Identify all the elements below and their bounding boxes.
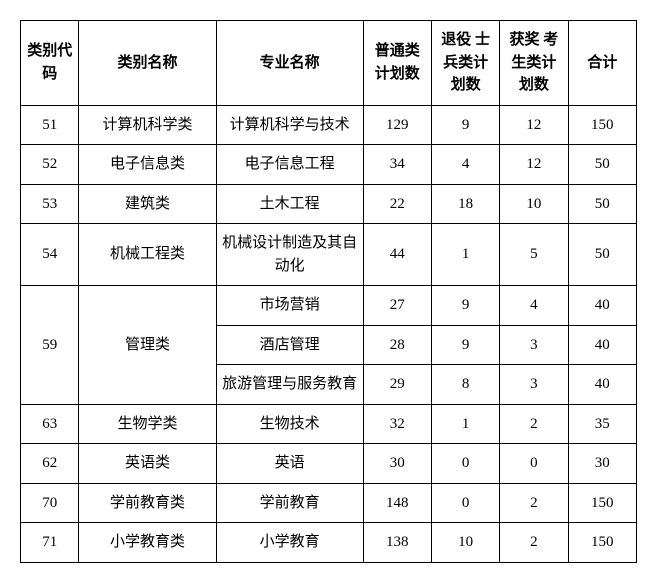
- cell-total: 150: [568, 483, 636, 523]
- cell-catname: 管理类: [79, 286, 216, 405]
- cell-veteran: 0: [431, 483, 499, 523]
- cell-veteran: 9: [431, 286, 499, 326]
- table-row: 62英语类英语300030: [21, 444, 637, 484]
- cell-code: 53: [21, 184, 79, 224]
- cell-major: 酒店管理: [216, 325, 363, 365]
- cell-normal: 34: [363, 145, 431, 185]
- cell-catname: 英语类: [79, 444, 216, 484]
- cell-major: 电子信息工程: [216, 145, 363, 185]
- cell-veteran: 1: [431, 404, 499, 444]
- cell-normal: 32: [363, 404, 431, 444]
- cell-normal: 22: [363, 184, 431, 224]
- table-row: 71小学教育类小学教育138102150: [21, 523, 637, 563]
- cell-total: 40: [568, 325, 636, 365]
- cell-catname: 建筑类: [79, 184, 216, 224]
- cell-code: 62: [21, 444, 79, 484]
- cell-code: 51: [21, 105, 79, 145]
- cell-award: 3: [500, 325, 568, 365]
- header-veteran: 退役 士兵类计划数: [431, 21, 499, 106]
- cell-major: 机械设计制造及其自动化: [216, 224, 363, 286]
- cell-total: 150: [568, 523, 636, 563]
- header-normal: 普通类计划数: [363, 21, 431, 106]
- cell-total: 40: [568, 286, 636, 326]
- enrollment-plan-table: 类别代码 类别名称 专业名称 普通类计划数 退役 士兵类计划数 获奖 考生类计划…: [20, 20, 637, 563]
- cell-total: 50: [568, 224, 636, 286]
- cell-code: 63: [21, 404, 79, 444]
- cell-award: 12: [500, 105, 568, 145]
- cell-total: 35: [568, 404, 636, 444]
- header-total: 合计: [568, 21, 636, 106]
- header-code: 类别代码: [21, 21, 79, 106]
- cell-code: 52: [21, 145, 79, 185]
- cell-total: 40: [568, 365, 636, 405]
- header-award: 获奖 考生类计划数: [500, 21, 568, 106]
- cell-normal: 148: [363, 483, 431, 523]
- cell-award: 4: [500, 286, 568, 326]
- cell-veteran: 1: [431, 224, 499, 286]
- cell-total: 50: [568, 184, 636, 224]
- cell-code: 70: [21, 483, 79, 523]
- cell-catname: 机械工程类: [79, 224, 216, 286]
- cell-catname: 学前教育类: [79, 483, 216, 523]
- header-major: 专业名称: [216, 21, 363, 106]
- table-row: 59管理类市场营销279440: [21, 286, 637, 326]
- table-row: 52电子信息类电子信息工程3441250: [21, 145, 637, 185]
- cell-major: 旅游管理与服务教育: [216, 365, 363, 405]
- cell-normal: 30: [363, 444, 431, 484]
- cell-award: 2: [500, 404, 568, 444]
- cell-award: 2: [500, 523, 568, 563]
- cell-veteran: 9: [431, 105, 499, 145]
- cell-major: 生物技术: [216, 404, 363, 444]
- cell-code: 59: [21, 286, 79, 405]
- cell-veteran: 4: [431, 145, 499, 185]
- cell-total: 150: [568, 105, 636, 145]
- cell-normal: 27: [363, 286, 431, 326]
- cell-code: 54: [21, 224, 79, 286]
- cell-award: 0: [500, 444, 568, 484]
- cell-total: 50: [568, 145, 636, 185]
- cell-total: 30: [568, 444, 636, 484]
- cell-catname: 计算机科学类: [79, 105, 216, 145]
- table-row: 70学前教育类学前教育14802150: [21, 483, 637, 523]
- cell-major: 市场营销: [216, 286, 363, 326]
- cell-veteran: 0: [431, 444, 499, 484]
- cell-major: 计算机科学与技术: [216, 105, 363, 145]
- cell-catname: 电子信息类: [79, 145, 216, 185]
- cell-major: 小学教育: [216, 523, 363, 563]
- cell-normal: 129: [363, 105, 431, 145]
- cell-normal: 28: [363, 325, 431, 365]
- cell-major: 学前教育: [216, 483, 363, 523]
- cell-normal: 29: [363, 365, 431, 405]
- cell-veteran: 9: [431, 325, 499, 365]
- table-body: 51计算机科学类计算机科学与技术12991215052电子信息类电子信息工程34…: [21, 105, 637, 562]
- cell-catname: 生物学类: [79, 404, 216, 444]
- table-row: 53建筑类土木工程22181050: [21, 184, 637, 224]
- cell-code: 71: [21, 523, 79, 563]
- table-row: 54机械工程类机械设计制造及其自动化441550: [21, 224, 637, 286]
- header-catname: 类别名称: [79, 21, 216, 106]
- cell-award: 2: [500, 483, 568, 523]
- cell-veteran: 8: [431, 365, 499, 405]
- cell-veteran: 10: [431, 523, 499, 563]
- cell-award: 5: [500, 224, 568, 286]
- cell-award: 10: [500, 184, 568, 224]
- table-row: 63生物学类生物技术321235: [21, 404, 637, 444]
- cell-major: 英语: [216, 444, 363, 484]
- cell-normal: 138: [363, 523, 431, 563]
- table-header-row: 类别代码 类别名称 专业名称 普通类计划数 退役 士兵类计划数 获奖 考生类计划…: [21, 21, 637, 106]
- cell-award: 3: [500, 365, 568, 405]
- table-row: 51计算机科学类计算机科学与技术129912150: [21, 105, 637, 145]
- cell-major: 土木工程: [216, 184, 363, 224]
- cell-normal: 44: [363, 224, 431, 286]
- cell-catname: 小学教育类: [79, 523, 216, 563]
- cell-veteran: 18: [431, 184, 499, 224]
- cell-award: 12: [500, 145, 568, 185]
